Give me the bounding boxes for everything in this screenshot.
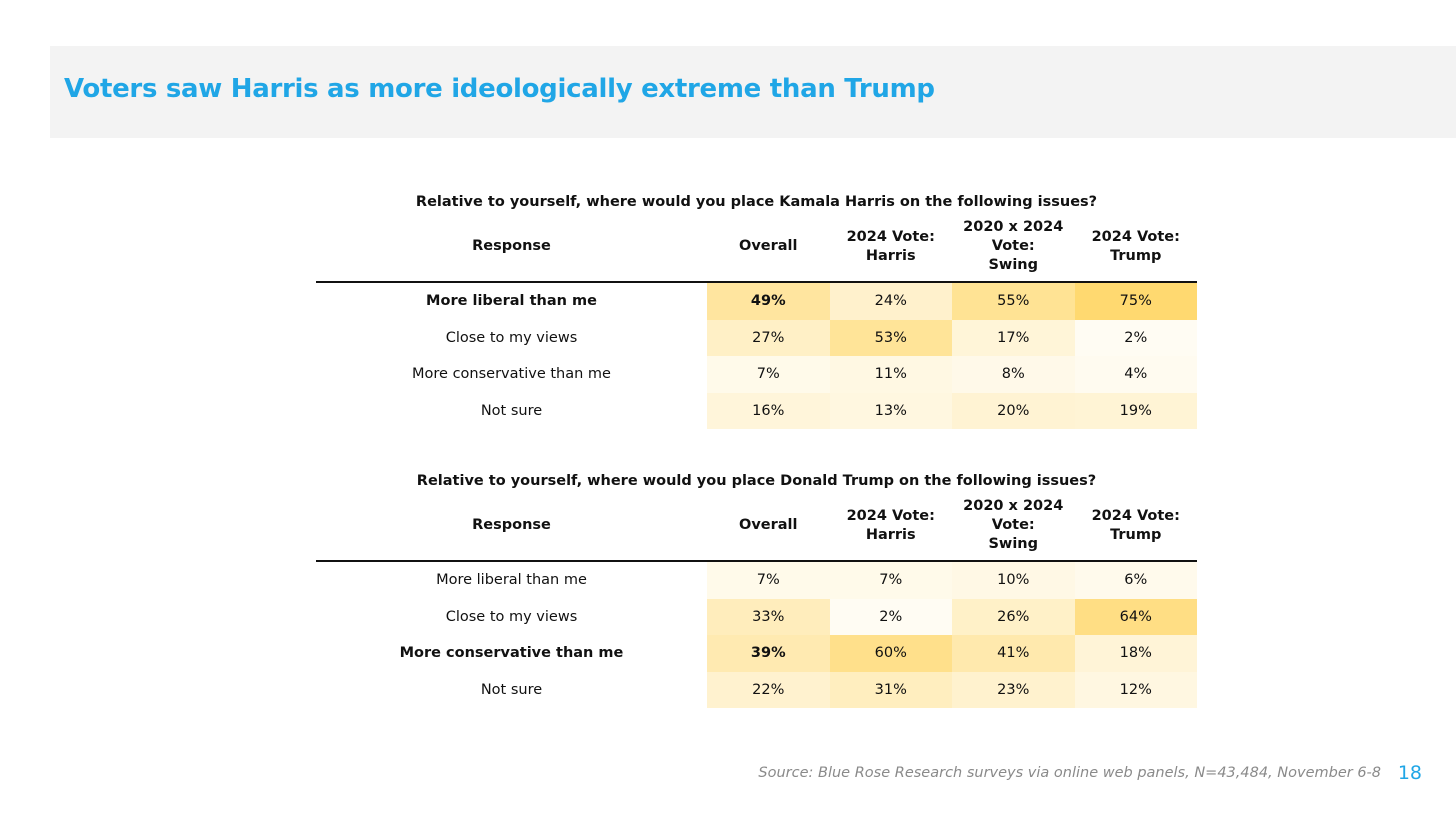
source-note: Source: Blue Rose Research surveys via o… <box>758 765 1381 781</box>
value-cell: 33% <box>707 598 830 635</box>
value-cell: 27% <box>707 319 830 356</box>
value-cell: 39% <box>707 635 830 672</box>
header-trump-voters: 2024 Vote: Trump <box>1075 507 1198 545</box>
value-cell: 10% <box>952 562 1075 599</box>
value-cell: 8% <box>952 356 1075 393</box>
row-label: More conservative than me <box>412 366 611 383</box>
header-line: 2024 Vote: <box>846 507 935 524</box>
table-question: Relative to yourself, where would you pl… <box>415 194 1098 210</box>
table-body: More liberal than me 7% 7% 10% 6% Close to my… <box>316 562 1197 708</box>
value-cell: 75% <box>1074 283 1197 320</box>
value-cell: 31% <box>829 671 952 708</box>
header-response: Response <box>472 238 551 254</box>
value-cell: 19% <box>1074 392 1197 429</box>
value-cell: 49% <box>707 283 830 320</box>
table-row: More liberal than me 49% 24% 55% 75% <box>316 283 1197 320</box>
header-line: Harris <box>865 526 916 543</box>
header-harris-voters: 2024 Vote: Harris <box>830 228 953 266</box>
value-cell: 17% <box>952 319 1075 356</box>
value-cell: 23% <box>952 671 1075 708</box>
value-cell: 7% <box>707 562 830 599</box>
value-cell: 4% <box>1074 356 1197 393</box>
value-cell: 2% <box>829 598 952 635</box>
value-cell: 60% <box>829 635 952 672</box>
page-number: 18 <box>1397 762 1422 784</box>
page-title: Voters saw Harris as more ideologically … <box>64 74 935 104</box>
header-line: 2024 Vote: <box>846 228 935 245</box>
value-cell: 24% <box>829 283 952 320</box>
table-question: Relative to yourself, where would you pl… <box>416 473 1097 489</box>
table-row: Not sure 16% 13% 20% 19% <box>316 392 1197 429</box>
value-cell: 26% <box>952 598 1075 635</box>
header-line: Overall <box>739 238 798 254</box>
header-line: Swing <box>988 536 1038 552</box>
header-line: Swing <box>988 257 1038 273</box>
row-label: More liberal than me <box>426 293 597 310</box>
value-cell: 13% <box>829 392 952 429</box>
header-line: Vote: <box>991 517 1035 533</box>
value-cell: 55% <box>952 283 1075 320</box>
row-label: Close to my views <box>445 608 578 625</box>
table-row: More conservative than me 7% 11% 8% 4% <box>316 356 1197 393</box>
header-line: Overall <box>739 517 798 533</box>
value-cell: 41% <box>952 635 1075 672</box>
row-label: More liberal than me <box>436 572 587 589</box>
header-line: Trump <box>1110 526 1162 543</box>
header-harris-voters: 2024 Vote: Harris <box>830 507 953 545</box>
header-line: 2024 Vote: <box>1091 507 1180 524</box>
header-line: Trump <box>1110 247 1162 264</box>
table-row: More liberal than me 7% 7% 10% 6% <box>316 562 1197 599</box>
table-row: Not sure 22% 31% 23% 12% <box>316 671 1197 708</box>
header-overall: Overall <box>707 516 830 535</box>
value-cell: 22% <box>707 671 830 708</box>
header-line: Vote: <box>991 238 1035 254</box>
table-header-row: Response Overall 2024 Vote: Harris 2020 … <box>316 491 1197 562</box>
row-label: Not sure <box>480 681 543 698</box>
header-line: 2020 x 2024 <box>963 498 1064 514</box>
value-cell: 20% <box>952 392 1075 429</box>
value-cell: 53% <box>829 319 952 356</box>
value-cell: 18% <box>1074 635 1197 672</box>
header-line: 2020 x 2024 <box>963 219 1064 235</box>
header-swing-voters: 2020 x 2024 Vote: Swing <box>952 218 1075 275</box>
value-cell: 2% <box>1074 319 1197 356</box>
header-overall: Overall <box>707 237 830 256</box>
title-band: Voters saw Harris as more ideologically … <box>50 46 1456 138</box>
row-label: More conservative than me <box>399 645 624 662</box>
value-cell: 11% <box>829 356 952 393</box>
table-row: More conservative than me 39% 60% 41% 18% <box>316 635 1197 672</box>
value-cell: 12% <box>1074 671 1197 708</box>
header-line: Harris <box>865 247 916 264</box>
value-cell: 16% <box>707 392 830 429</box>
header-trump-voters: 2024 Vote: Trump <box>1075 228 1198 266</box>
value-cell: 7% <box>829 562 952 599</box>
table-header-row: Response Overall 2024 Vote: Harris 2020 … <box>316 212 1197 283</box>
trump-placement-table: Relative to yourself, where would you pl… <box>316 471 1197 708</box>
value-cell: 6% <box>1074 562 1197 599</box>
header-swing-voters: 2020 x 2024 Vote: Swing <box>952 497 1075 554</box>
table-body: More liberal than me 49% 24% 55% 75% Close to… <box>316 283 1197 429</box>
row-label: Not sure <box>480 402 543 419</box>
header-line: 2024 Vote: <box>1091 228 1180 245</box>
table-row: Close to my views 33% 2% 26% 64% <box>316 598 1197 635</box>
value-cell: 7% <box>707 356 830 393</box>
header-response: Response <box>472 517 551 533</box>
row-label: Close to my views <box>445 329 578 346</box>
value-cell: 64% <box>1074 598 1197 635</box>
harris-placement-table: Relative to yourself, where would you pl… <box>316 192 1197 429</box>
table-row: Close to my views 27% 53% 17% 2% <box>316 319 1197 356</box>
